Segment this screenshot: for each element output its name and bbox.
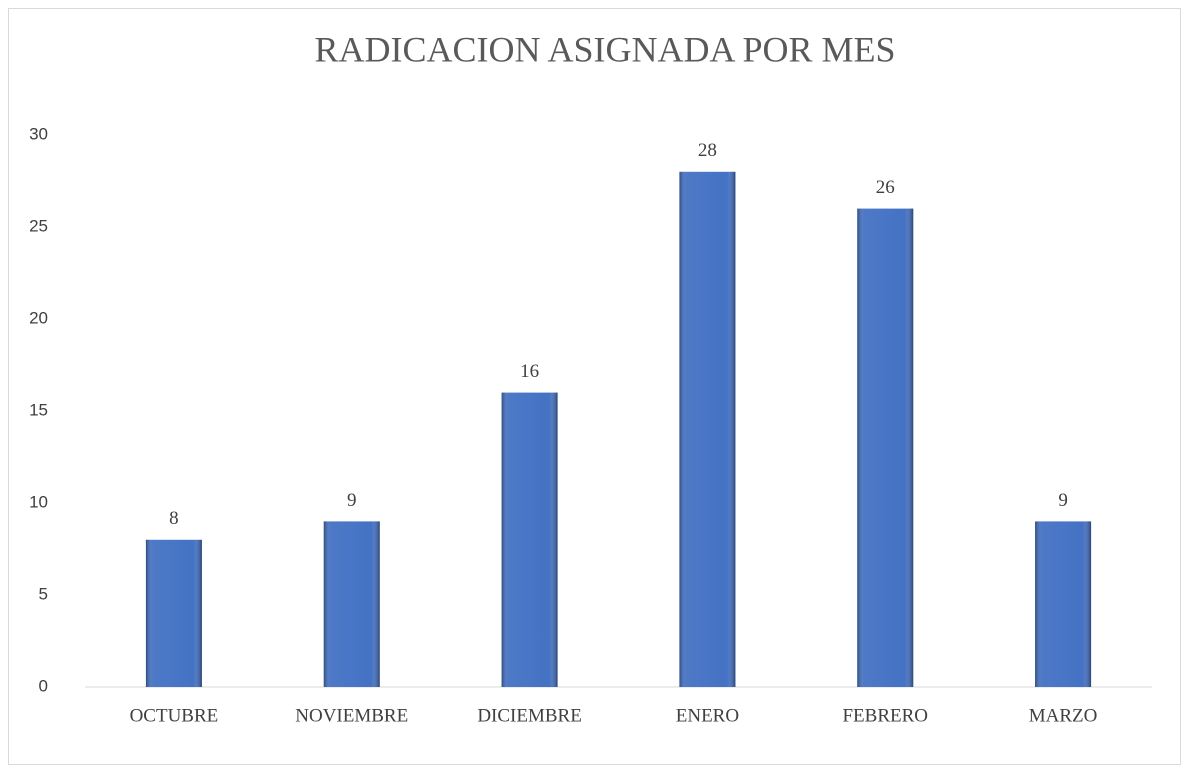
bar xyxy=(145,539,202,687)
bar xyxy=(501,392,558,687)
x-tick-label: OCTUBRE xyxy=(130,705,219,726)
y-tick-label: 15 xyxy=(29,400,48,419)
data-label: 8 xyxy=(169,508,179,529)
y-tick-label: 0 xyxy=(39,676,48,695)
chart-title: RADICACION ASIGNADA POR MES xyxy=(314,29,895,69)
bar xyxy=(679,171,736,688)
x-tick-label: MARZO xyxy=(1029,705,1098,726)
x-tick-label: FEBRERO xyxy=(842,705,928,726)
y-tick-label: 20 xyxy=(29,308,48,327)
data-label: 16 xyxy=(520,361,539,382)
chart-border xyxy=(8,8,1181,765)
data-label: 9 xyxy=(1058,490,1068,511)
x-tick-label: NOVIEMBRE xyxy=(295,705,408,726)
bar xyxy=(857,208,914,687)
y-tick-label: 10 xyxy=(29,492,48,511)
data-label: 28 xyxy=(698,140,717,161)
y-tick-label: 25 xyxy=(29,216,48,235)
bar xyxy=(323,521,380,687)
x-tick-label: DICIEMBRE xyxy=(477,705,582,726)
data-label: 26 xyxy=(876,177,895,198)
bar xyxy=(1035,521,1092,687)
y-tick-label: 30 xyxy=(29,124,48,143)
data-label: 9 xyxy=(347,490,357,511)
y-tick-label: 5 xyxy=(39,584,48,603)
x-tick-label: ENERO xyxy=(676,705,739,726)
